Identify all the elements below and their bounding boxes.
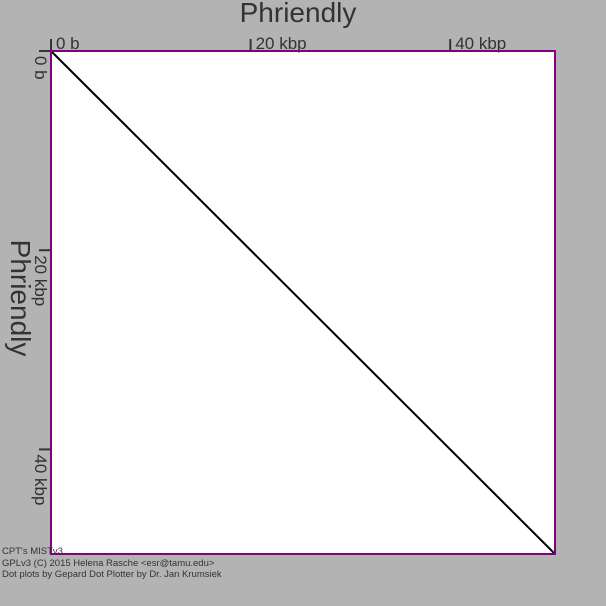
y-tick-label: 20 kbp xyxy=(31,255,50,306)
y-axis-title: Phriendly xyxy=(5,240,36,357)
match-line xyxy=(50,50,556,555)
y-tick-label: 0 b xyxy=(31,56,50,80)
x-tick-label: 40 kbp xyxy=(455,34,506,53)
diagonal-match-line xyxy=(50,50,556,555)
plot-frame xyxy=(50,50,556,555)
y-tick-label: 40 kbp xyxy=(31,454,50,505)
credits-line-1: CPT's MISTv3 xyxy=(2,546,63,557)
x-tick-label: 0 b xyxy=(56,34,80,53)
credits-footer: CPT's MISTv3 GPLv3 (C) 2015 Helena Rasch… xyxy=(2,546,222,581)
axis-ticks: 0 b 20 kbp 40 kbp 0 b 20 kbp 40 kbp xyxy=(31,34,506,505)
credits-line-3: Dot plots by Gepard Dot Plotter by Dr. J… xyxy=(2,569,222,580)
x-tick-label: 20 kbp xyxy=(256,34,307,53)
credits-line-2: GPLv3 (C) 2015 Helena Rasche <esr@tamu.e… xyxy=(2,557,215,569)
x-axis-title: Phriendly xyxy=(240,0,357,28)
